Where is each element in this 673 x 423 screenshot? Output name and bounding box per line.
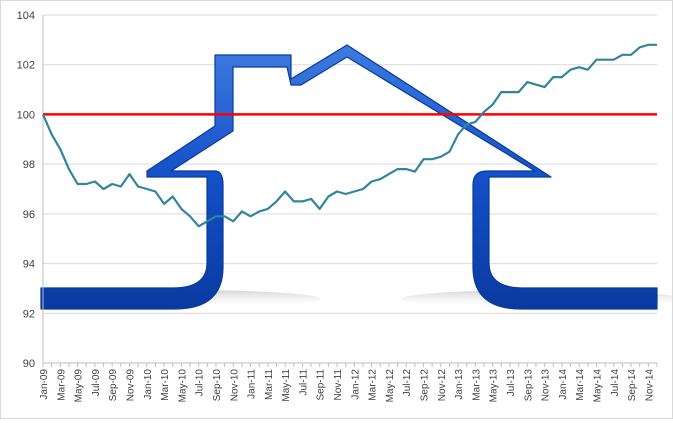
x-tick-label: Mar-12 <box>368 369 379 401</box>
x-tick-label: Mar-09 <box>56 369 67 401</box>
x-tick-label: Sep-10 <box>212 369 223 402</box>
x-tick-label: Mar-11 <box>264 369 275 400</box>
x-tick-label: Sep-14 <box>627 369 638 402</box>
x-tick-label: May-14 <box>592 369 603 403</box>
house-illustration <box>40 44 673 310</box>
y-tick-label: 90 <box>23 358 35 370</box>
x-tick-label: Mar-14 <box>575 369 586 401</box>
y-tick-label: 104 <box>17 10 35 22</box>
y-tick-label: 100 <box>17 109 35 121</box>
x-tick-label: May-13 <box>489 369 500 403</box>
x-tick-label: Jul-11 <box>298 369 309 396</box>
x-tick-label: May-11 <box>281 369 292 402</box>
x-tick-label: Jan-13 <box>454 369 465 400</box>
y-tick-label: 102 <box>17 60 35 72</box>
x-tick-label: Nov-12 <box>437 369 448 402</box>
y-tick-label: 98 <box>23 159 35 171</box>
x-tick-label: Jul-13 <box>506 369 517 397</box>
x-tick-label: Sep-09 <box>108 369 119 402</box>
x-tick-label: May-12 <box>385 369 396 403</box>
x-tick-label: Mar-10 <box>160 369 171 401</box>
x-tick-label: Jul-10 <box>195 369 206 397</box>
x-tick-label: Jan-14 <box>558 369 569 400</box>
x-tick-label: Jan-12 <box>350 369 361 400</box>
x-tick-label: Jan-11 <box>247 369 258 399</box>
x-tick-label: Mar-13 <box>471 369 482 401</box>
y-tick-label: 92 <box>23 308 35 320</box>
index-series-line <box>41 43 657 228</box>
x-tick-label: Jul-09 <box>91 369 102 397</box>
series-lines <box>41 43 657 228</box>
x-tick-label: Jan-10 <box>143 369 154 400</box>
x-tick-label: Jul-14 <box>610 369 621 397</box>
x-tick-label: Nov-13 <box>541 369 552 402</box>
x-tick-label: Jul-12 <box>402 369 413 397</box>
x-tick-label: May-09 <box>74 369 85 403</box>
x-tick-label: Jan-09 <box>39 369 50 400</box>
x-tick-label: Nov-11 <box>333 369 344 401</box>
y-tick-label: 94 <box>23 259 35 271</box>
x-tick-label: Nov-10 <box>229 369 240 402</box>
x-tick-label: Sep-13 <box>523 369 534 402</box>
x-tick-label: Sep-12 <box>420 369 431 402</box>
x-tick-label: Nov-09 <box>125 369 136 402</box>
x-tick-label: Nov-14 <box>644 369 655 402</box>
x-tick-label: Sep-11 <box>316 369 327 401</box>
gridlines <box>43 14 657 364</box>
axes: 90 92 94 96 98 100 102 104 Jan-09 Mar-09 May-09 Jul… <box>17 10 658 403</box>
y-tick-label: 96 <box>23 209 35 221</box>
x-tick-label: May-10 <box>177 369 188 403</box>
